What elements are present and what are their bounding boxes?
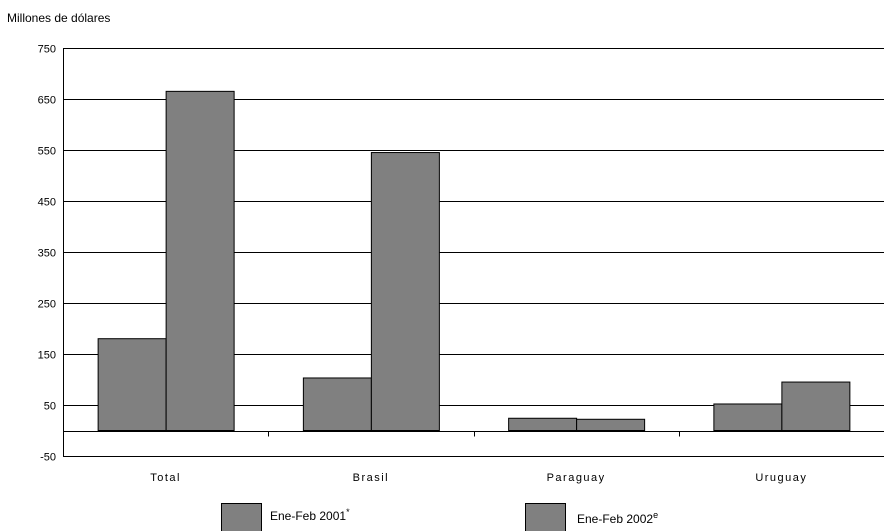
legend: Ene-Feb 2001* Ene-Feb 2002e [221, 503, 658, 531]
legend-label-1: Ene-Feb 2001* [270, 507, 350, 523]
category-label-brasil: Brasil [353, 472, 390, 484]
y-tick-label: 650 [38, 95, 56, 107]
bar-uruguay-series-2 [781, 381, 851, 431]
legend-swatch-1 [221, 503, 262, 531]
y-tick-label: 250 [38, 299, 56, 311]
y-axis-title: Millones de dólares [7, 11, 110, 25]
bars [97, 90, 851, 432]
y-tick-label: 750 [38, 44, 56, 56]
legend-swatch-2 [525, 503, 566, 531]
y-tick-label: 150 [38, 350, 56, 362]
bar-total-series-2 [165, 90, 235, 431]
y-tick-label: 50 [44, 401, 56, 413]
category-label-uruguay: Uruguay [755, 472, 807, 484]
axes [63, 48, 884, 456]
y-tick-labels: 750 650 550 450 350 250 150 50 -50 [38, 44, 56, 464]
category-label-total: Total [150, 472, 181, 484]
bar-brasil-series-1 [302, 377, 372, 431]
category-labels: Total Brasil Paraguay Uruguay [150, 472, 807, 484]
y-tick-label: 450 [38, 197, 56, 209]
bar-paraguay-series-2 [576, 418, 646, 431]
bar-paraguay-series-1 [508, 417, 578, 432]
y-tick-label: -50 [40, 452, 56, 464]
legend-label-2: Ene-Feb 2002e [577, 510, 658, 526]
bar-brasil-series-2 [370, 152, 440, 432]
y-tick-label: 550 [38, 146, 56, 158]
y-tick-label: 350 [38, 248, 56, 260]
bar-uruguay-series-1 [713, 403, 783, 432]
category-label-paraguay: Paraguay [547, 472, 606, 484]
bar-total-series-1 [97, 338, 167, 432]
